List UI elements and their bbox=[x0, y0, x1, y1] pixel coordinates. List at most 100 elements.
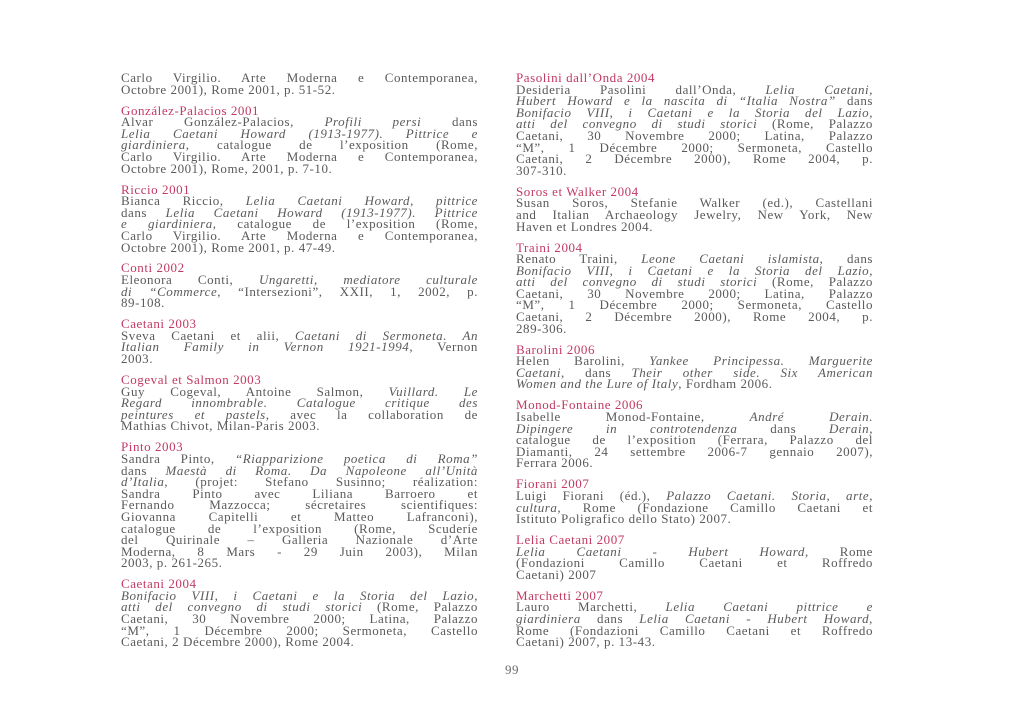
italic-title-text: atti del convegno di studi storici bbox=[516, 274, 758, 290]
entry-text-line: Hubert Howard e la nascita di “Italia No… bbox=[516, 94, 873, 107]
bibliography-entry: Marchetti 2007 Lauro Marchetti, Lelia Cae… bbox=[516, 587, 873, 648]
citation-text: dans bbox=[421, 114, 478, 130]
citation-text: 2003, p. 261-265. bbox=[121, 555, 223, 571]
citation-text: Helen Barolini, bbox=[516, 353, 650, 369]
italic-title-text: Profili persi bbox=[324, 114, 422, 130]
citation-text: Rome (Fondazioni Camillo Caetani et Roff… bbox=[516, 622, 873, 638]
citation-text: Diamanti, 24 settembre 2006-7 gennaio 20… bbox=[516, 443, 873, 459]
entry-text-line: catalogue de l’exposition (Rome, Scuderi… bbox=[121, 522, 478, 535]
citation-text: Eleonora Conti, bbox=[121, 272, 259, 288]
entry-text-line: Octobre 2001), Rome 2001, p. 47-49. bbox=[121, 239, 478, 255]
italic-title-text: Italian Family in Vernon 1921-1994 bbox=[121, 339, 410, 355]
italic-title-text: Their other side. Six American bbox=[631, 364, 873, 380]
citation-text: “M”, 1 Décembre 2000; Sermoneta, Castell… bbox=[516, 297, 873, 313]
entry-heading: Caetani 2003 bbox=[121, 316, 197, 332]
citation-text: Fernando Mazzocca; sécretaires scientifi… bbox=[121, 497, 478, 513]
citation-text: Guy Cogeval, Antoine Salmon, bbox=[121, 383, 389, 399]
entry-text-line: (Fondazioni Camillo Caetani et Roffredo bbox=[516, 556, 873, 569]
entry-text-line: Octobre 2001), Rome, 2001, p. 7-10. bbox=[121, 160, 478, 176]
italic-title-text: Caetani di Sermoneta. An bbox=[295, 327, 478, 343]
entry-text-line: 2003, p. 261-265. bbox=[121, 555, 478, 571]
entry-text-line: di “Commerce, “Intersezioni”, XXII, 1, 2… bbox=[121, 283, 478, 299]
citation-text: Desideria Pasolini dall’Onda, bbox=[516, 81, 766, 97]
entry-text-line: peintures et pastels, avec la collaborat… bbox=[121, 406, 478, 422]
entry-text-line: Caetani, 30 Novembre 2000; Latina, Palaz… bbox=[516, 287, 873, 300]
entry-text-line: e giardiniera, catalogue de l’exposition… bbox=[121, 217, 478, 230]
bibliography-entry: Pasolini dall’Onda 2004 Desideria Pasolin… bbox=[516, 71, 873, 177]
entry-text-line: Lelia Caetani - Hubert Howard, Rome bbox=[516, 545, 873, 558]
entry-text-line: Helen Barolini, Yankee Principessa. Marg… bbox=[516, 353, 873, 369]
citation-text: Octobre 2001), Rome, 2001, p. 7-10. bbox=[121, 160, 333, 176]
entry-text-line: Rome (Fondazioni Camillo Caetani et Roff… bbox=[516, 622, 873, 638]
entry-text-line: Dipingere in controtendenza dans Derain, bbox=[516, 420, 873, 436]
italic-title-text: giardiniera bbox=[516, 611, 581, 627]
entry-heading: Lelia Caetani 2007 bbox=[516, 532, 625, 548]
entry-heading: Cogeval et Salmon 2003 bbox=[121, 372, 262, 388]
italic-title-text: “Riapparizione poetica di Roma” bbox=[234, 450, 478, 466]
entry-text-line: Regard innombrable. Catalogue critique d… bbox=[121, 395, 478, 411]
italic-title-text: Lelia Caetani Howard, pittrice bbox=[245, 193, 479, 209]
italic-title-text: Regard innombrable. Catalogue critique d… bbox=[121, 395, 478, 411]
italic-title-text: Lelia Caetani Howard (1913-1977). Pittri… bbox=[165, 204, 478, 220]
entry-text-line: Sveva Caetani et alii, Caetani di Sermon… bbox=[121, 327, 478, 343]
italic-title-text: Yankee Principessa. Marguerite bbox=[649, 353, 873, 369]
entry-text-line: 307-310. bbox=[516, 164, 873, 177]
entry-text-line: 89-108. bbox=[121, 296, 478, 309]
citation-text: , catalogue de l’exposition (Rome, bbox=[185, 137, 478, 153]
citation-text: (Rome, Palazzo bbox=[757, 116, 873, 132]
citation-text: Octobre 2001), Rome 2001, p. 47-49. bbox=[121, 239, 336, 255]
italic-title-text: Bonifacio VIII, i Caetani e la Storia de… bbox=[516, 104, 873, 120]
citation-text: , avec la collaboration de bbox=[265, 406, 478, 422]
entry-text-line: Susan Soros, Stefanie Walker (ed.), Cast… bbox=[516, 196, 873, 209]
entry-heading: Marchetti 2007 bbox=[516, 587, 604, 603]
bibliography-entry: Carlo Virgilio. Arte Moderna e Contempor… bbox=[121, 71, 478, 97]
italic-title-text: Maestà di Roma. Da Napoleone all’Unità bbox=[165, 462, 478, 478]
italic-title-text: Bonifacio VIII, i Caetani e la Storia de… bbox=[516, 262, 873, 278]
entry-heading: Pinto 2003 bbox=[121, 439, 184, 455]
citation-text: and Italian Archaeology Jewelry, New Yor… bbox=[516, 206, 873, 222]
bibliography-entry: Fiorani 2007 Luigi Fiorani (éd.), Palazzo… bbox=[516, 478, 873, 526]
citation-text: , Vernon bbox=[409, 339, 478, 355]
entry-text-line: Caetani, dans Their other side. Six Amer… bbox=[516, 364, 873, 380]
entry-text-line: Carlo Virgilio. Arte Moderna e Contempor… bbox=[121, 229, 478, 242]
entry-text-line: Guy Cogeval, Antoine Salmon, Vuillard. L… bbox=[121, 383, 478, 399]
citation-text: Bianca Riccio, bbox=[121, 193, 246, 209]
entry-text-line: Carlo Virgilio. Arte Moderna e Contempor… bbox=[121, 71, 478, 84]
entry-text-line: catalogue de l’exposition (Ferrara, Pala… bbox=[516, 433, 873, 446]
entry-text-line: Women and the Lure of Italy, Fordham 200… bbox=[516, 377, 873, 390]
entry-text-line: Ferrara 2006. bbox=[516, 456, 873, 469]
italic-title-text: Derain bbox=[829, 420, 870, 436]
bibliography-entry: Lelia Caetani 2007 Lelia Caetani - Hubert… bbox=[516, 532, 873, 581]
bibliography-entry: Caetani 2004 Bonifacio VIII, i Caetani e … bbox=[121, 578, 478, 650]
entry-text-line: Bonifacio VIII, i Caetani e la Storia de… bbox=[516, 104, 873, 120]
entry-text-line: dans Lelia Caetani Howard (1913-1977). P… bbox=[121, 204, 478, 220]
entry-text-line: Bonifacio VIII, i Caetani e la Storia de… bbox=[516, 262, 873, 278]
citation-text: dans bbox=[737, 420, 830, 436]
entry-text-line: Moderna, 8 Mars - 29 Juin 2003), Milan bbox=[121, 543, 478, 559]
entry-text-line: Caetani, 30 Novembre 2000; Latina, Palaz… bbox=[121, 612, 478, 625]
italic-title-text: d’Italia bbox=[121, 474, 165, 490]
entry-text-line: del Quirinale – Galleria Nazionale d’Art… bbox=[121, 532, 478, 548]
italic-title-text: peintures et pastels bbox=[121, 406, 266, 422]
entry-text-line: “M”, 1 Décembre 2000; Sermoneta, Castell… bbox=[121, 624, 478, 637]
italic-title-text: André Derain. bbox=[749, 409, 874, 424]
italic-title-text: Leone Caetani islamista bbox=[641, 251, 820, 267]
bibliography-entry: Monod-Fontaine 2006 Isabelle Monod-Fontai… bbox=[516, 399, 874, 470]
entry-text-line: Bonifacio VIII, i Caetani e la Storia de… bbox=[121, 589, 478, 602]
entry-text-line: “M”, 1 Décembre 2000; Sermoneta, Castell… bbox=[516, 139, 873, 155]
citation-text: Moderna, 8 Mars - 29 Juin 2003), Milan bbox=[121, 543, 478, 559]
citation-text: , dans bbox=[561, 364, 632, 380]
italic-title-text: Caetani bbox=[516, 364, 562, 380]
citation-text: Octobre 2001), Rome 2001, p. 51-52. bbox=[121, 81, 336, 97]
citation-text: “M”, 1 Décembre 2000; Sermoneta, Castell… bbox=[516, 139, 873, 155]
citation-text: , “Intersezioni”, XXII, 1, 2002, p. bbox=[217, 283, 478, 299]
citation-text: Caetani, 2 Décembre 2000), Rome 2004. bbox=[121, 634, 355, 650]
entry-text-line: dans Maestà di Roma. Da Napoleone all’Un… bbox=[121, 462, 478, 478]
citation-text: , dans bbox=[819, 251, 873, 267]
citation-text: (Rome, Palazzo bbox=[757, 274, 873, 290]
citation-text: del Quirinale – Galleria Nazionale d’Art… bbox=[121, 532, 478, 548]
page-number: 99 bbox=[505, 662, 519, 677]
citation-text: Caetani, 30 Novembre 2000; Latina, Palaz… bbox=[516, 127, 873, 143]
entry-text-line: giardiniera, catalogue de l’exposition (… bbox=[121, 137, 478, 153]
citation-text: Carlo Virgilio. Arte Moderna e Contempor… bbox=[121, 148, 478, 164]
